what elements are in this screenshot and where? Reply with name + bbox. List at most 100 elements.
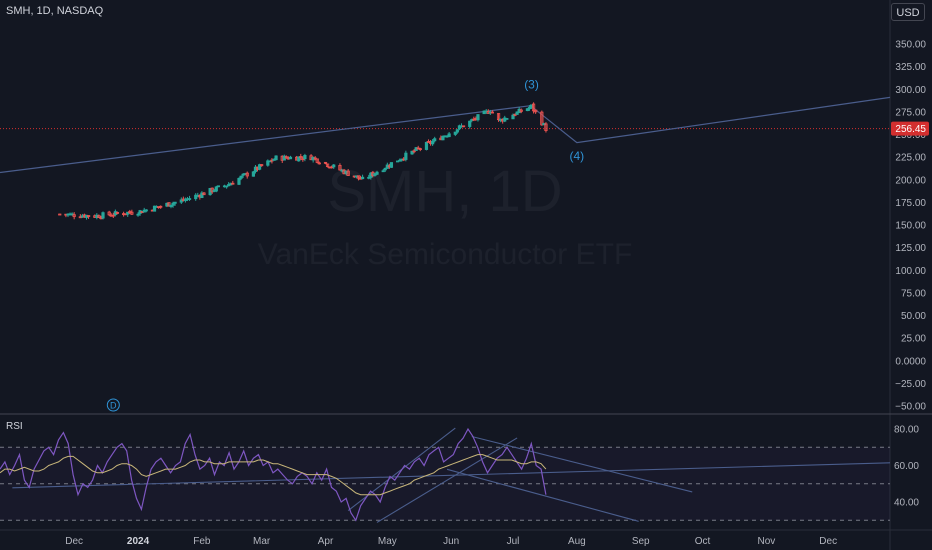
rsi-trendline <box>12 462 891 489</box>
candle-body <box>381 170 385 173</box>
rsi-title: RSI <box>6 421 23 432</box>
candle-body <box>297 156 301 162</box>
candle-body <box>360 176 365 180</box>
candle-body <box>115 212 120 214</box>
candle-body <box>468 120 472 127</box>
rsi-line <box>0 427 547 522</box>
price-tick-label: 225.00 <box>895 153 926 164</box>
candle-body <box>398 159 402 162</box>
candle-body <box>457 125 462 130</box>
elliott-wave-label: (4) <box>570 149 585 163</box>
candle-body <box>527 106 532 110</box>
candle-body <box>447 133 451 138</box>
price-tick-label: 325.00 <box>895 62 926 73</box>
candle-body <box>476 114 480 121</box>
candle-body <box>288 156 293 160</box>
candle-body <box>431 140 435 145</box>
candle-body <box>455 129 459 133</box>
candle-body <box>183 199 188 202</box>
candle-body <box>159 205 163 208</box>
candle-body <box>490 111 494 114</box>
candle-body <box>237 177 241 185</box>
candle-body <box>231 182 235 185</box>
candle-body <box>111 214 115 217</box>
candle-body <box>453 131 457 135</box>
last-price-label: 256.45 <box>895 124 926 135</box>
price-tick-label: −50.00 <box>895 402 926 413</box>
candle-body <box>152 205 157 212</box>
rsi-trendline <box>471 435 693 493</box>
price-tick-label: 350.00 <box>895 40 926 51</box>
candle-body <box>107 211 111 216</box>
candle-body <box>257 164 262 170</box>
candle-body <box>210 187 214 193</box>
rsi-tick-label: 80.00 <box>894 425 919 436</box>
candle-body <box>418 148 422 151</box>
candle-body <box>496 113 501 121</box>
currency-button[interactable]: USD <box>891 3 925 21</box>
time-tick-label: Sep <box>632 536 650 547</box>
candle-body <box>441 135 445 141</box>
candle-body <box>179 199 183 203</box>
candle-body <box>187 198 192 200</box>
time-tick-label: Nov <box>757 536 775 547</box>
time-tick-label: Oct <box>695 536 711 547</box>
candle-body <box>356 175 361 179</box>
candle-body <box>97 215 101 218</box>
candle-body <box>375 171 379 175</box>
candle-body <box>317 162 321 165</box>
candle-body <box>299 156 303 159</box>
candle-body <box>515 111 519 115</box>
elliott-wave-label: (3) <box>524 77 539 91</box>
candle-body <box>245 172 249 177</box>
candle-body <box>130 211 134 215</box>
candle-body <box>330 166 334 169</box>
time-tick-label: Apr <box>318 536 334 547</box>
symbol-title: SMH, 1D, NASDAQ <box>6 5 104 17</box>
candle-body <box>194 194 198 200</box>
candle-body <box>519 109 523 112</box>
price-tick-label: 125.00 <box>895 243 926 254</box>
candle-body <box>214 186 218 192</box>
candle-body <box>169 204 173 207</box>
price-tick-label: 100.00 <box>895 266 926 277</box>
time-tick-label: 2024 <box>127 536 150 547</box>
candle-body <box>531 103 536 112</box>
price-tick-label: 50.00 <box>901 311 926 322</box>
candles <box>58 102 548 220</box>
candle-body <box>86 215 91 217</box>
candle-body <box>260 164 264 167</box>
last-price-tag <box>891 121 929 136</box>
candle-body <box>461 125 466 128</box>
candle-body <box>301 158 305 161</box>
time-tick-label: Jul <box>507 536 520 547</box>
candle-body <box>251 171 256 177</box>
candle-body <box>136 213 140 216</box>
price-tick-label: −25.00 <box>895 379 926 390</box>
candle-body <box>167 202 171 207</box>
watermark-ticker: SMH, 1D <box>327 159 563 224</box>
candle-body <box>225 185 229 188</box>
price-tick-label: 150.00 <box>895 221 926 232</box>
candle-body <box>323 161 328 164</box>
watermark-name: VanEck Semiconductor ETF <box>257 238 633 271</box>
candle-body <box>325 163 330 168</box>
channel-trendline <box>0 104 532 174</box>
candle-body <box>216 185 220 188</box>
candle-body <box>383 167 387 171</box>
candle-body <box>171 202 175 206</box>
candle-body <box>338 165 342 171</box>
candle-body <box>58 213 62 216</box>
candle-body <box>303 154 307 160</box>
price-tick-label: 0.0000 <box>895 356 926 367</box>
dividend-marker <box>106 398 120 412</box>
price-tick-label: 275.00 <box>895 107 926 118</box>
candle-body <box>544 123 548 132</box>
price-tick-label: 300.00 <box>895 85 926 96</box>
time-tick-label: May <box>378 536 397 547</box>
dividend-label: D <box>110 401 117 411</box>
time-tick-label: Jun <box>443 536 459 547</box>
price-tick-label: 25.00 <box>901 334 926 345</box>
rsi-tick-label: 40.00 <box>894 498 919 509</box>
